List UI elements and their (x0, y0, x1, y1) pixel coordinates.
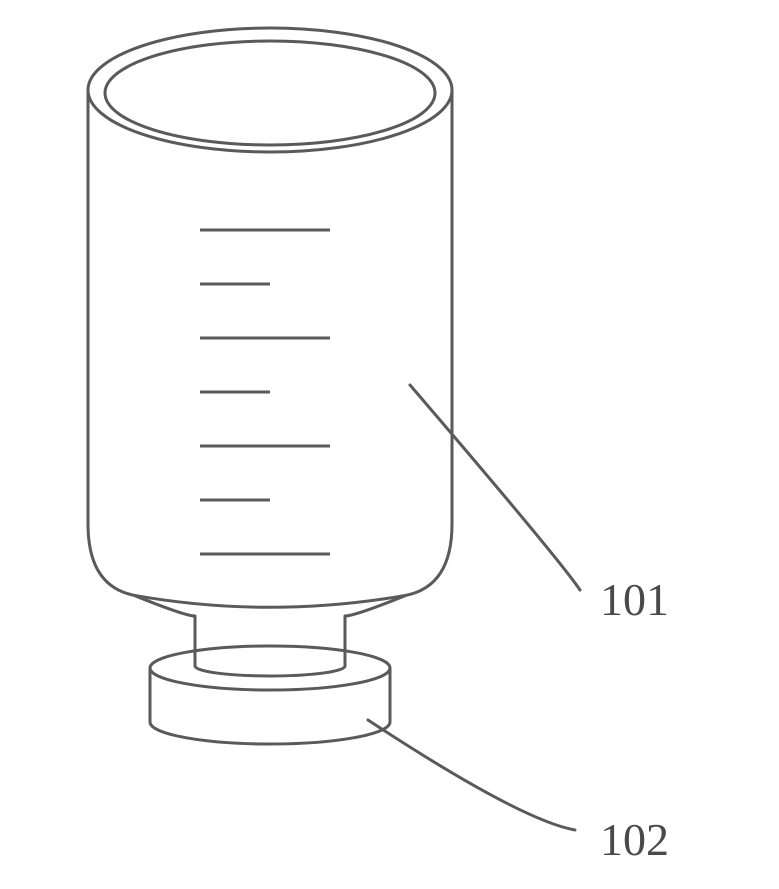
callout-label-102: 102 (600, 814, 669, 865)
diagram-svg: 101 102 (0, 0, 779, 889)
callout-leader-101 (410, 385, 580, 590)
callout-leader-102 (368, 720, 575, 830)
cup-rim-inner (105, 41, 435, 145)
figure-canvas: 101 102 (0, 0, 779, 889)
cup-bottom-arc (134, 595, 406, 607)
cup-side-right (345, 90, 452, 616)
cup-side-left (88, 90, 195, 616)
callout-label-101: 101 (600, 574, 669, 625)
base-bottom-arc (150, 722, 390, 744)
base-top-ellipse (150, 646, 390, 690)
cup-rim-outer (88, 28, 452, 152)
